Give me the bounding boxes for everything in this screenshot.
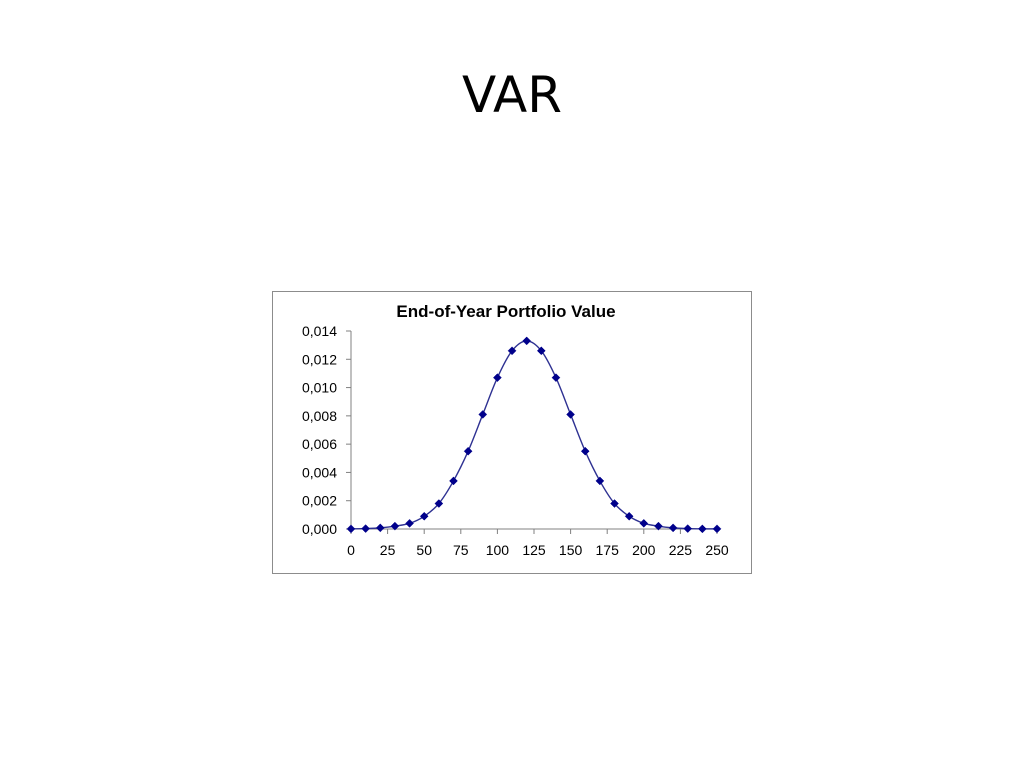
data-point-marker bbox=[712, 524, 722, 534]
data-point-marker bbox=[361, 524, 370, 533]
data-point-marker bbox=[536, 346, 546, 356]
axes bbox=[350, 331, 717, 530]
slide-title: VAR bbox=[462, 66, 562, 124]
data-point-marker bbox=[522, 336, 532, 346]
x-tick-label: 50 bbox=[416, 542, 432, 558]
data-point-marker bbox=[390, 521, 400, 531]
series-layer bbox=[346, 336, 722, 534]
data-point-marker bbox=[698, 524, 707, 534]
data-point-marker bbox=[375, 523, 385, 533]
data-point-marker bbox=[419, 511, 429, 521]
y-axis-ticks: 0,000 0,002 0,004 0,006 0,008 0,010 0,012 0,014 bbox=[302, 323, 351, 537]
y-tick-label: 0,012 bbox=[302, 351, 337, 367]
data-point-marker bbox=[493, 373, 502, 383]
x-tick-label: 25 bbox=[380, 542, 396, 558]
data-point-marker bbox=[654, 521, 663, 531]
x-tick-label: 150 bbox=[559, 542, 583, 558]
data-point-marker bbox=[449, 476, 458, 486]
data-point-marker bbox=[551, 373, 561, 383]
chart-title: End-of-Year Portfolio Value bbox=[396, 302, 615, 321]
y-tick-label: 0,014 bbox=[302, 323, 337, 339]
series-line bbox=[350, 340, 718, 530]
x-tick-label: 125 bbox=[522, 542, 546, 558]
x-tick-label: 175 bbox=[596, 542, 620, 558]
x-tick-label: 250 bbox=[705, 542, 729, 558]
data-point-marker bbox=[346, 524, 356, 534]
x-axis-ticks: 0 25 50 75 100 125 150 175 200 225 250 bbox=[347, 529, 729, 558]
chart-frame: End-of-Year Portfolio Value 0,000 0,002 0,… bbox=[272, 291, 752, 574]
x-tick-label: 200 bbox=[632, 542, 656, 558]
data-point-marker bbox=[595, 476, 605, 486]
portfolio-value-chart: End-of-Year Portfolio Value 0,0000,0020,… bbox=[302, 302, 729, 558]
x-tick-label: 75 bbox=[453, 542, 469, 558]
data-point-marker bbox=[624, 511, 634, 521]
x-tick-label: 100 bbox=[486, 542, 510, 558]
data-point-marker bbox=[463, 446, 473, 456]
y-tick-label: 0,006 bbox=[302, 436, 337, 452]
data-point-marker bbox=[683, 524, 693, 533]
y-tick-label: 0,000 bbox=[302, 521, 337, 537]
data-point-marker bbox=[566, 410, 575, 419]
y-tick-label: 0,004 bbox=[302, 464, 337, 480]
data-point-marker bbox=[507, 346, 517, 356]
y-tick-label: 0,008 bbox=[302, 408, 337, 424]
data-point-marker bbox=[405, 518, 414, 528]
x-tick-label: 225 bbox=[669, 542, 693, 558]
data-point-marker bbox=[580, 446, 590, 456]
x-tick-label: 0 bbox=[347, 542, 355, 558]
data-point-marker bbox=[668, 523, 678, 533]
data-point-marker bbox=[434, 499, 444, 508]
y-tick-label: 0,002 bbox=[302, 493, 337, 509]
y-tick-label: 0,010 bbox=[302, 380, 337, 396]
data-point-marker bbox=[610, 499, 619, 508]
data-point-marker bbox=[478, 410, 488, 419]
data-point-marker bbox=[639, 518, 649, 528]
